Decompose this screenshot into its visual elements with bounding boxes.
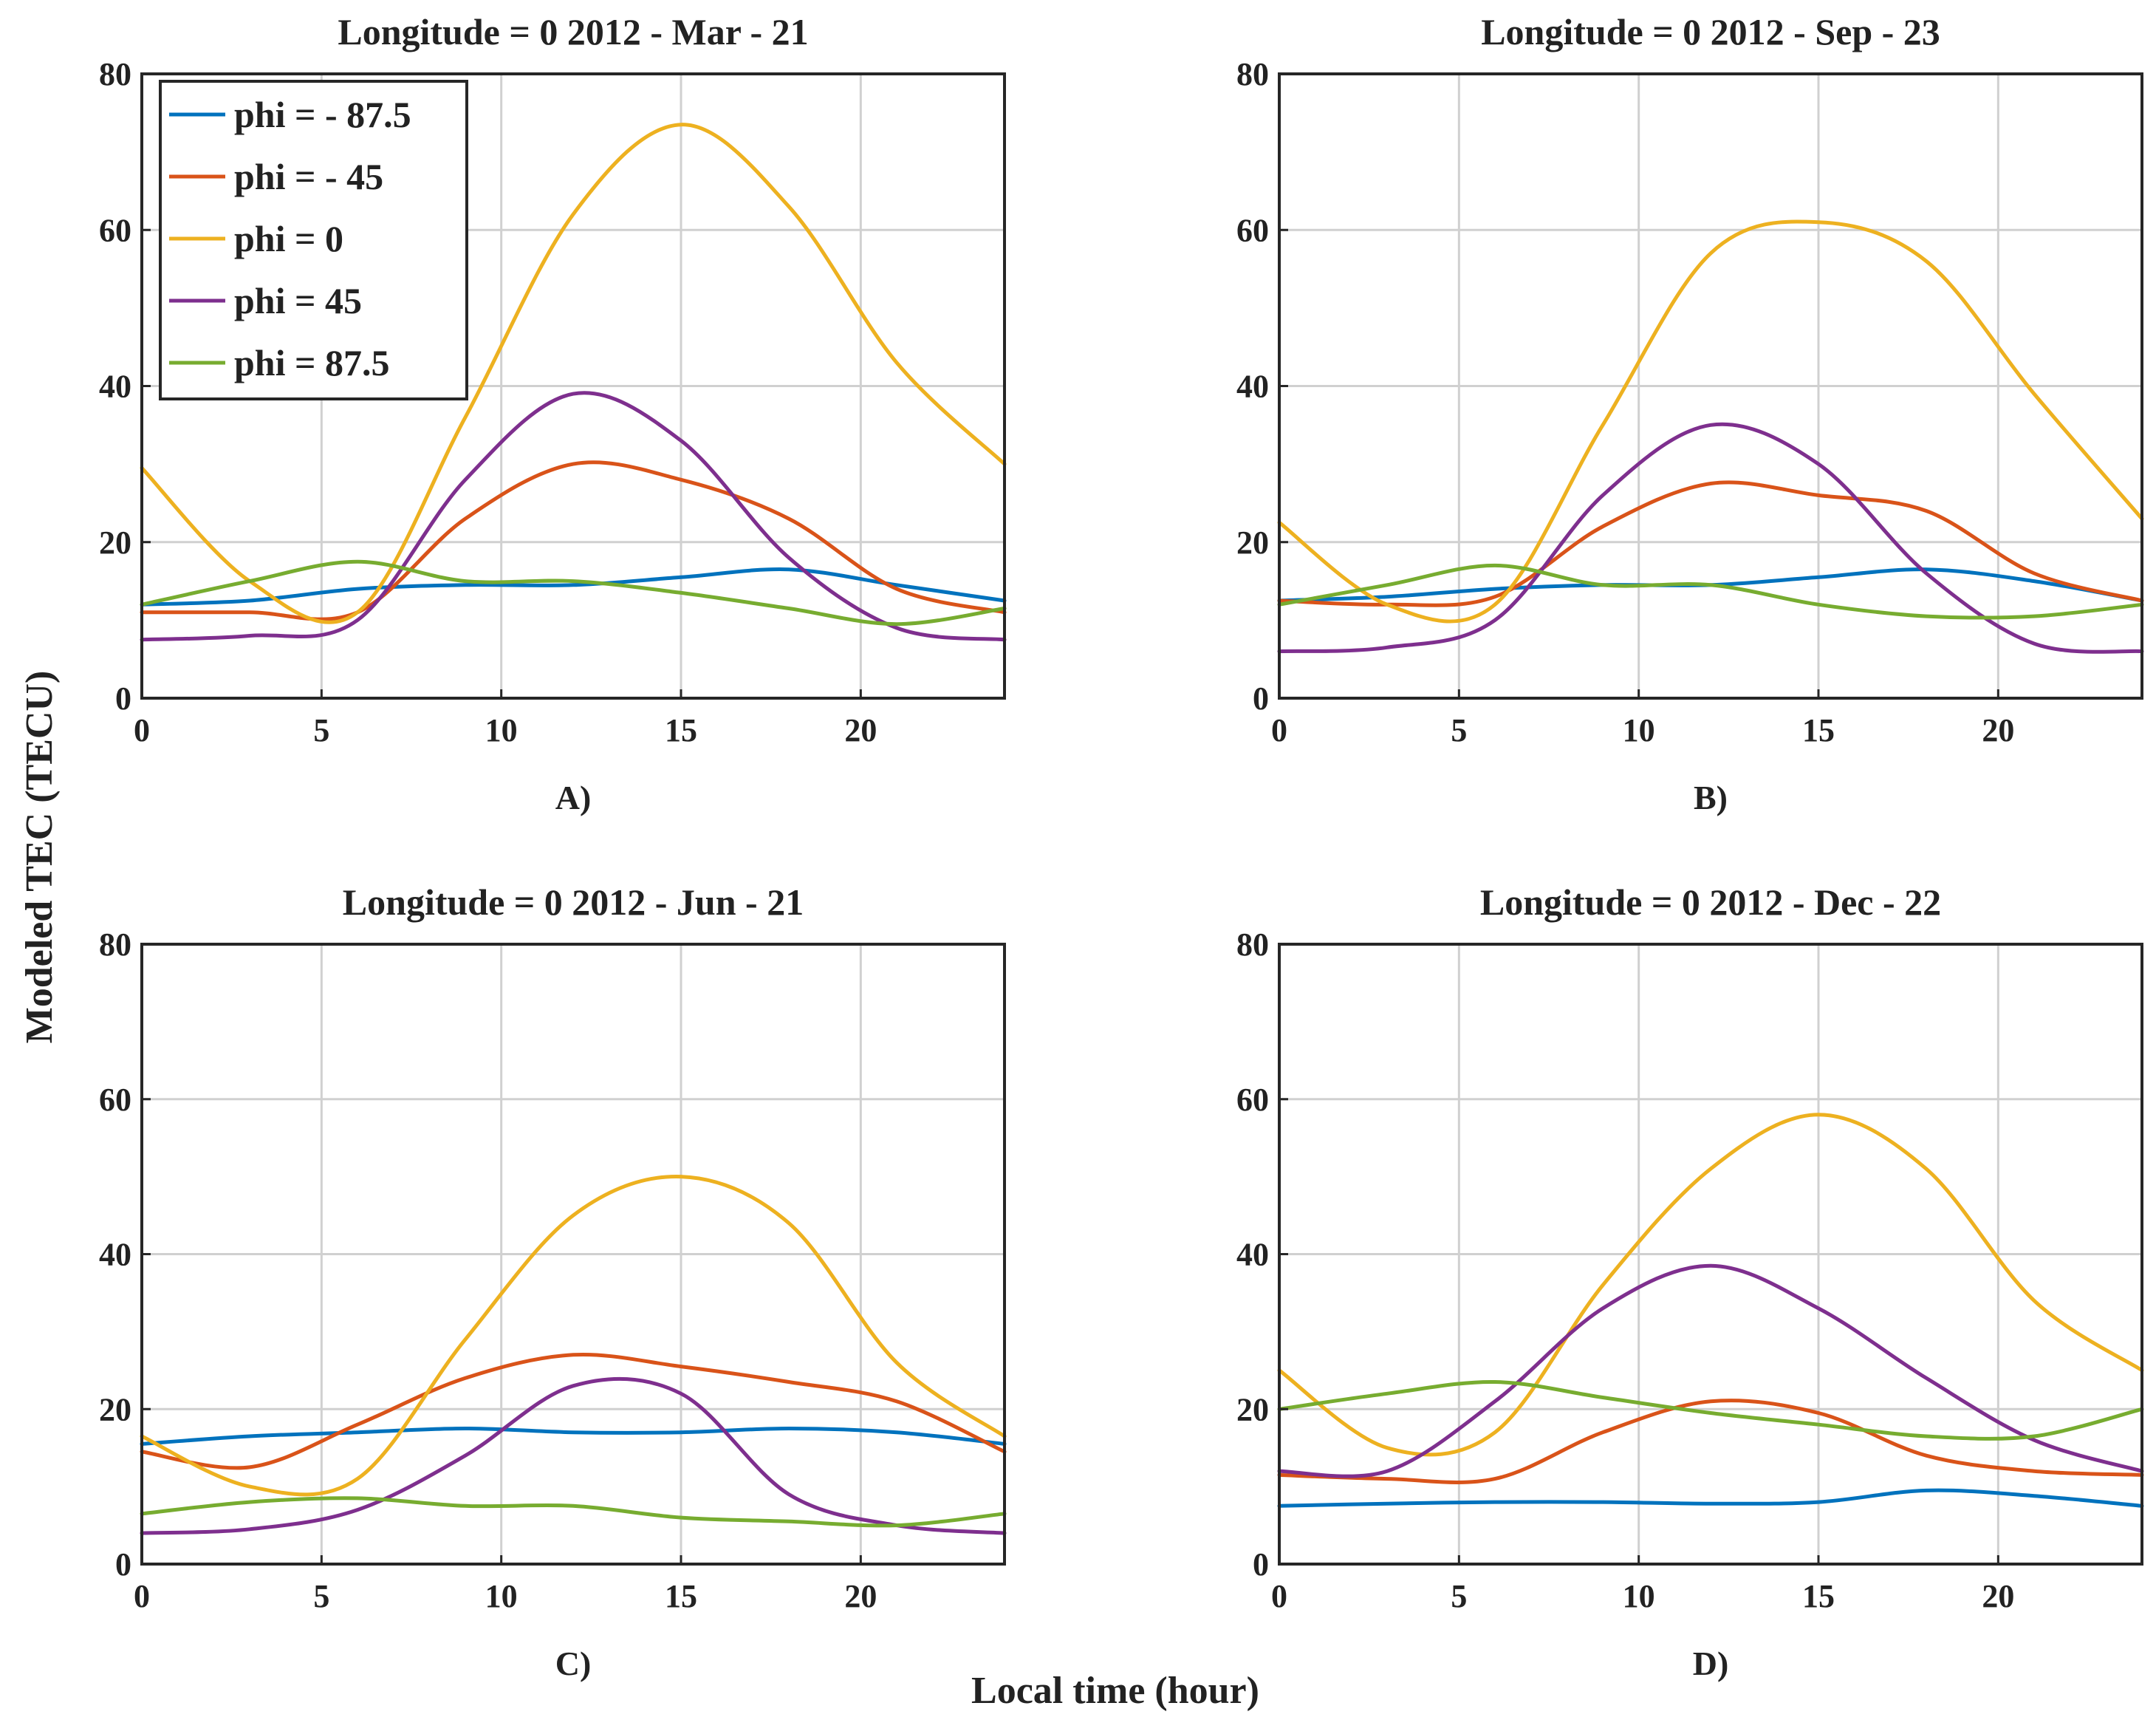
x-tick-label: 10: [1623, 1578, 1655, 1614]
panel-title: Longitude = 0 2012 - Dec - 22: [1480, 881, 1941, 923]
x-tick-label: 10: [485, 712, 518, 748]
x-tick-label: 5: [313, 1578, 329, 1614]
series-line: [1277, 219, 2144, 624]
x-tick-label: 15: [1802, 712, 1835, 748]
series-line: [140, 123, 1007, 624]
legend-label: phi = 0: [234, 218, 343, 259]
x-tick-label: 0: [134, 712, 150, 748]
y-tick-label: 20: [99, 1391, 131, 1427]
series-line: [140, 391, 1007, 642]
series-line: [140, 460, 1007, 621]
panel-title: Longitude = 0 2012 - Mar - 21: [338, 11, 808, 52]
panel-caption: B): [1694, 779, 1728, 816]
panel-title: Longitude = 0 2012 - Sep - 23: [1481, 11, 1940, 52]
y-tick-label: 80: [99, 56, 131, 92]
y-tick-label: 40: [1236, 369, 1269, 405]
panel-caption: A): [555, 779, 592, 816]
legend: phi = - 87.5 phi = - 45 phi = 0 phi = 45 phi…: [159, 80, 468, 400]
legend-label: phi = 87.5: [234, 342, 390, 383]
series-line: [140, 1175, 1007, 1497]
y-tick-label: 40: [1236, 1237, 1269, 1273]
series-line: [1277, 563, 2144, 620]
series-line: [1277, 1399, 2144, 1484]
y-axis-label: Modeled TEC (TECU): [18, 671, 61, 1044]
x-tick-label: 20: [844, 712, 877, 748]
x-tick-label: 5: [1451, 712, 1467, 748]
x-tick-label: 5: [313, 712, 329, 748]
y-tick-label: 0: [115, 1546, 131, 1583]
panels: 0 5 10 15 20 0 20 40 60 80 Longitude = 0 2012 - Ma…: [99, 11, 2144, 1682]
y-tick-label: 20: [99, 525, 131, 561]
y-tick-label: 0: [115, 680, 131, 717]
series-line: [1277, 1113, 2144, 1457]
chart-panel: 0 5 10 15 20 0 20 40 60 80 Longitude = 0 2012 - Ju…: [99, 881, 1007, 1682]
y-tick-label: 60: [1236, 212, 1269, 248]
legend-label: phi = 45: [234, 280, 362, 321]
y-tick-label: 40: [99, 369, 131, 405]
x-axis-label: Local time (hour): [971, 1670, 1259, 1712]
series-line: [1277, 1488, 2144, 1508]
x-tick-label: 15: [665, 1578, 697, 1614]
panel-caption: D): [1693, 1645, 1729, 1682]
x-tick-label: 15: [1802, 1578, 1835, 1614]
series-line: [140, 559, 1007, 627]
panel-caption: C): [555, 1645, 592, 1682]
chart-panel: 0 5 10 15 20 0 20 40 60 80 Longitude = 0 2012 - De…: [1236, 881, 2144, 1682]
x-tick-label: 0: [1271, 712, 1287, 748]
y-tick-label: 0: [1253, 680, 1269, 717]
series-line: [140, 1427, 1007, 1446]
y-tick-label: 0: [1253, 1546, 1269, 1583]
y-tick-label: 20: [1236, 525, 1269, 561]
x-tick-label: 10: [1623, 712, 1655, 748]
x-tick-label: 20: [1982, 1578, 2014, 1614]
series-line: [1277, 480, 2144, 607]
x-tick-label: 0: [1271, 1578, 1287, 1614]
y-tick-label: 60: [1236, 1082, 1269, 1118]
legend-label: phi = - 87.5: [234, 94, 411, 135]
y-tick-label: 60: [99, 1082, 131, 1118]
legend-label: phi = - 45: [234, 156, 383, 197]
series-line: [140, 1496, 1007, 1528]
panel-title: Longitude = 0 2012 - Jun - 21: [343, 881, 804, 923]
series-line: [1277, 1263, 2144, 1478]
series-line: [1277, 422, 2144, 654]
y-tick-label: 60: [99, 212, 131, 248]
series-line: [140, 1376, 1007, 1535]
y-tick-label: 40: [99, 1237, 131, 1273]
y-tick-label: 80: [1236, 926, 1269, 963]
series-line: [1277, 1379, 2144, 1441]
y-tick-label: 80: [1236, 56, 1269, 92]
series-line: [140, 567, 1007, 607]
chart-panel: 0 5 10 15 20 0 20 40 60 80 Longitude = 0 2012 - Se…: [1236, 11, 2144, 816]
series-line: [140, 1352, 1007, 1470]
x-tick-label: 5: [1451, 1578, 1467, 1614]
y-tick-label: 80: [99, 926, 131, 963]
y-tick-label: 20: [1236, 1391, 1269, 1427]
x-tick-label: 10: [485, 1578, 518, 1614]
x-tick-label: 20: [1982, 712, 2014, 748]
x-tick-label: 0: [134, 1578, 150, 1614]
x-tick-label: 20: [844, 1578, 877, 1614]
x-tick-label: 15: [665, 712, 697, 748]
